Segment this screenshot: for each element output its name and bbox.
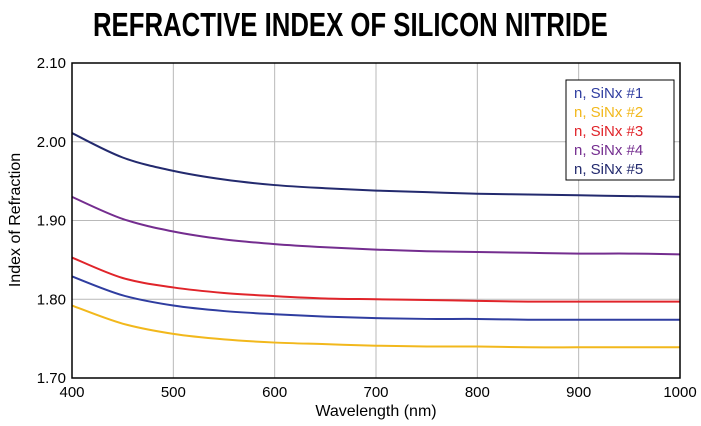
legend-entry-4: n, SiNx #4 — [574, 142, 643, 159]
series-line-4 — [71, 195, 681, 256]
series-line-3 — [71, 256, 680, 303]
x-axis-label: Wavelength (nm) — [315, 403, 436, 420]
y-tick-label-2: 1.90 — [37, 213, 66, 230]
y-tick-label-4: 2.10 — [37, 55, 66, 72]
y-axis-label: Index of Refraction — [7, 153, 24, 287]
chart-title: REFRACTIVE INDEX OF SILICON NITRIDE — [92, 6, 608, 43]
legend-box — [565, 79, 675, 181]
x-tick-label-6: 1000 — [663, 384, 696, 401]
x-tick-label-1: 500 — [161, 384, 186, 401]
tick-labels: 400 500 600 700 800 900 1000 1.70 1.80 1.90 2.00 2.… — [37, 55, 697, 401]
x-tick-label-3: 700 — [363, 384, 388, 401]
y-tick-label-3: 2.00 — [37, 134, 66, 151]
plot-frame — [71, 62, 681, 379]
legend-entry-3: n, SiNx #3 — [574, 123, 643, 140]
y-tick-label-1: 1.80 — [37, 291, 66, 308]
series-lines — [71, 132, 681, 349]
y-tick-label-0: 1.70 — [37, 370, 66, 387]
series-line-1 — [71, 275, 680, 321]
legend-entry-5: n, SiNx #5 — [574, 161, 643, 178]
x-tick-label-2: 600 — [262, 384, 287, 401]
series-line-5 — [71, 132, 681, 198]
legend-entry-2: n, SiNx #2 — [574, 104, 643, 121]
x-tick-label-5: 900 — [566, 384, 591, 401]
legend: n, SiNx #1 n, SiNx #2 n, SiNx #3 n, SiNx #4… — [565, 79, 675, 181]
series-line-2 — [71, 304, 680, 349]
x-tick-label-4: 800 — [465, 384, 490, 401]
legend-entry-1: n, SiNx #1 — [574, 85, 643, 102]
x-tick-label-0: 400 — [59, 384, 84, 401]
